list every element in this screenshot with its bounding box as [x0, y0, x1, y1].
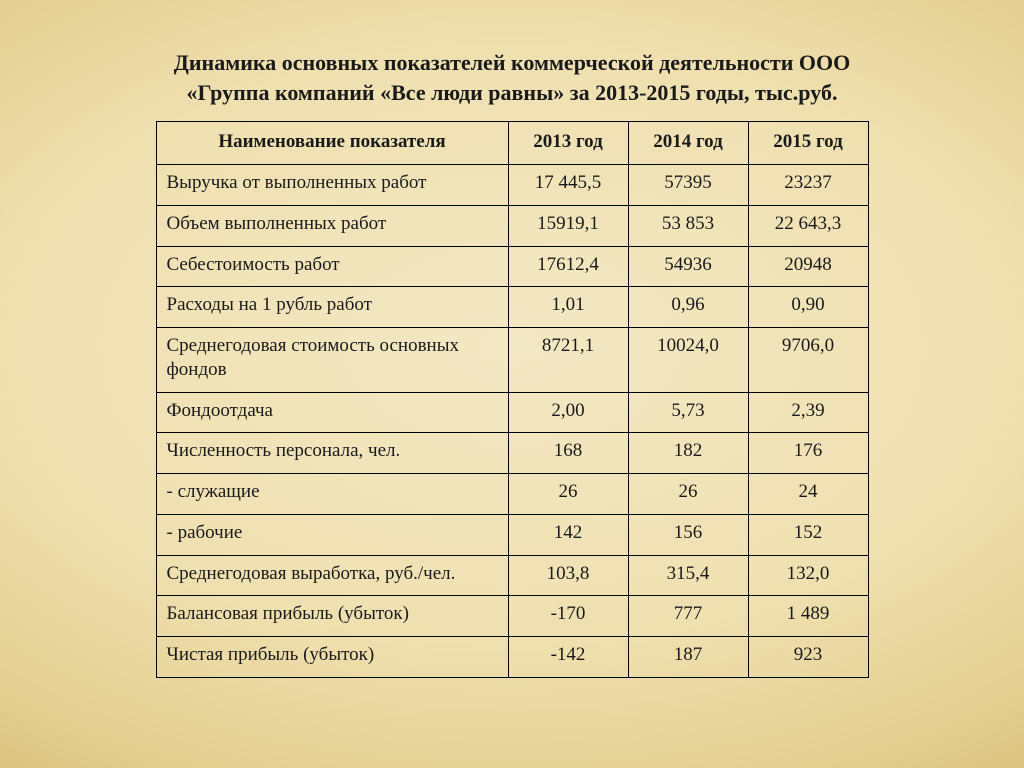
table-row: Объем выполненных работ 15919,1 53 853 2…: [156, 205, 868, 246]
row-2013: 168: [508, 433, 628, 474]
row-2015: 152: [748, 514, 868, 555]
row-2013: 142: [508, 514, 628, 555]
table-row: Численность персонала, чел. 168 182 176: [156, 433, 868, 474]
table-row: Балансовая прибыль (убыток) -170 777 1 4…: [156, 596, 868, 637]
row-2013: 1,01: [508, 287, 628, 328]
row-2014: 156: [628, 514, 748, 555]
row-label: Чистая прибыль (убыток): [156, 637, 508, 678]
row-2014: 53 853: [628, 205, 748, 246]
row-2015: 20948: [748, 246, 868, 287]
table-body: Выручка от выполненных работ 17 445,5 57…: [156, 165, 868, 678]
row-label: Балансовая прибыль (убыток): [156, 596, 508, 637]
row-2015: 2,39: [748, 392, 868, 433]
row-label: - служащие: [156, 474, 508, 515]
col-header-2014: 2014 год: [628, 122, 748, 165]
row-2015: 176: [748, 433, 868, 474]
row-label: Расходы на 1 рубль работ: [156, 287, 508, 328]
row-label: - рабочие: [156, 514, 508, 555]
row-2015: 24: [748, 474, 868, 515]
row-2014: 0,96: [628, 287, 748, 328]
table-row: Среднегодовая выработка, руб./чел. 103,8…: [156, 555, 868, 596]
row-2013: 26: [508, 474, 628, 515]
row-label: Объем выполненных работ: [156, 205, 508, 246]
table-row: Фондоотдача 2,00 5,73 2,39: [156, 392, 868, 433]
row-2014: 26: [628, 474, 748, 515]
row-label: Себестоимость работ: [156, 246, 508, 287]
row-2013: 15919,1: [508, 205, 628, 246]
row-2014: 187: [628, 637, 748, 678]
row-2015: 0,90: [748, 287, 868, 328]
row-label: Среднегодовая стоимость основных фондов: [156, 328, 508, 393]
col-header-2013: 2013 год: [508, 122, 628, 165]
row-2013: -170: [508, 596, 628, 637]
row-label: Фондоотдача: [156, 392, 508, 433]
table-header-row: Наименование показателя 2013 год 2014 го…: [156, 122, 868, 165]
slide-title: Динамика основных показателей коммерческ…: [82, 48, 942, 107]
row-2014: 57395: [628, 165, 748, 206]
row-2015: 22 643,3: [748, 205, 868, 246]
row-2014: 10024,0: [628, 328, 748, 393]
row-2013: 17612,4: [508, 246, 628, 287]
row-label: Выручка от выполненных работ: [156, 165, 508, 206]
row-2013: 2,00: [508, 392, 628, 433]
table-row: Чистая прибыль (убыток) -142 187 923: [156, 637, 868, 678]
row-2015: 1 489: [748, 596, 868, 637]
row-2014: 315,4: [628, 555, 748, 596]
row-2014: 777: [628, 596, 748, 637]
row-2013: 103,8: [508, 555, 628, 596]
indicators-table: Наименование показателя 2013 год 2014 го…: [156, 121, 869, 678]
row-2015: 23237: [748, 165, 868, 206]
table-row: Выручка от выполненных работ 17 445,5 57…: [156, 165, 868, 206]
row-2015: 923: [748, 637, 868, 678]
row-2015: 9706,0: [748, 328, 868, 393]
table-row: Расходы на 1 рубль работ 1,01 0,96 0,90: [156, 287, 868, 328]
row-2014: 5,73: [628, 392, 748, 433]
table-row: - служащие 26 26 24: [156, 474, 868, 515]
slide: Динамика основных показателей коммерческ…: [0, 0, 1024, 768]
table-row: Среднегодовая стоимость основных фондов …: [156, 328, 868, 393]
row-2013: 17 445,5: [508, 165, 628, 206]
title-line-2: «Группа компаний «Все люди равны» за 201…: [187, 80, 838, 105]
col-header-name: Наименование показателя: [156, 122, 508, 165]
row-label: Численность персонала, чел.: [156, 433, 508, 474]
row-2015: 132,0: [748, 555, 868, 596]
col-header-2015: 2015 год: [748, 122, 868, 165]
row-2013: 8721,1: [508, 328, 628, 393]
table-row: Себестоимость работ 17612,4 54936 20948: [156, 246, 868, 287]
row-2013: -142: [508, 637, 628, 678]
row-2014: 54936: [628, 246, 748, 287]
row-label: Среднегодовая выработка, руб./чел.: [156, 555, 508, 596]
title-line-1: Динамика основных показателей коммерческ…: [174, 50, 851, 75]
table-row: - рабочие 142 156 152: [156, 514, 868, 555]
row-2014: 182: [628, 433, 748, 474]
